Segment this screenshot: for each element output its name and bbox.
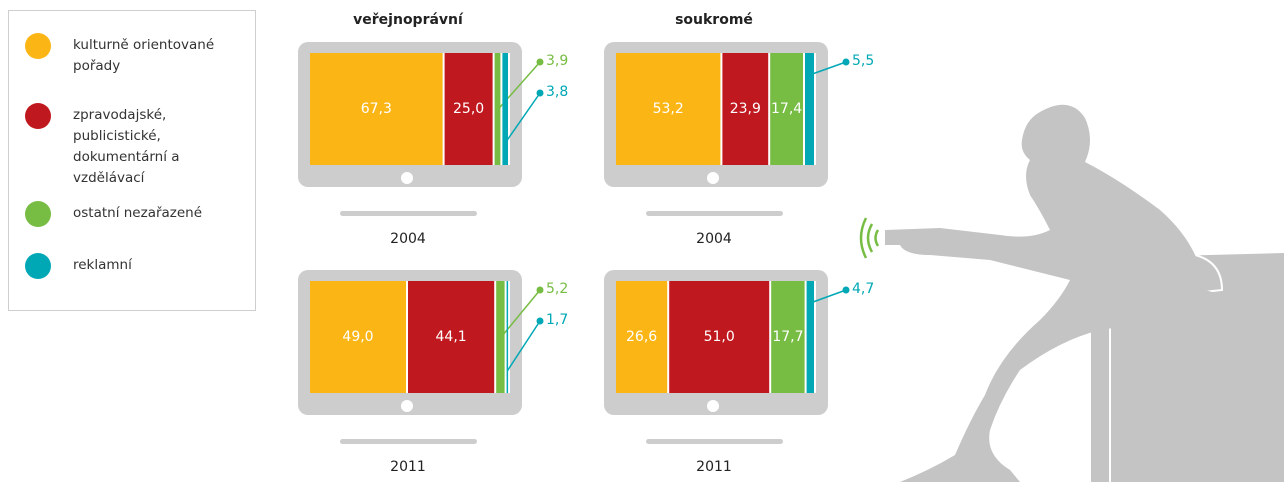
- value-label: 53,2: [653, 101, 684, 117]
- year-label: 2011: [696, 459, 732, 475]
- leader-dot: [842, 58, 850, 66]
- legend: kulturně orientované pořady zpravodajské,…: [8, 10, 256, 311]
- leader-dot: [536, 286, 544, 294]
- leader-dot: [536, 89, 544, 97]
- bar-segment: [310, 281, 406, 393]
- leader-line: [506, 320, 541, 372]
- legend-swatch: [25, 33, 51, 59]
- bar-segment: [771, 281, 805, 393]
- legend-item: zpravodajské, publicistické, dokumentárn…: [25, 103, 250, 189]
- tv-knob: [401, 172, 413, 184]
- bar-segment: [502, 53, 508, 165]
- value-label: 5,2: [546, 281, 568, 297]
- tv-stand: [646, 439, 783, 444]
- value-label: 3,8: [546, 84, 568, 100]
- bar-segment: [722, 53, 769, 165]
- bar-segment: [805, 53, 814, 165]
- value-label: 3,9: [546, 53, 568, 69]
- value-label: 49,0: [342, 329, 373, 345]
- tv-stand: [340, 211, 477, 216]
- leader-dot: [536, 317, 544, 325]
- value-label: 17,4: [771, 101, 802, 117]
- leader-dot: [536, 58, 544, 66]
- legend-label: zpravodajské, publicistické, dokumentárn…: [73, 107, 180, 186]
- legend-label: reklamní: [73, 257, 132, 273]
- leader-dot: [842, 286, 850, 294]
- value-label: 26,6: [626, 329, 657, 345]
- value-label: 51,0: [704, 329, 735, 345]
- year-label: 2011: [390, 459, 426, 475]
- leader-line: [504, 92, 541, 144]
- value-label: 23,9: [730, 101, 761, 117]
- column-title: veřejnoprávní: [353, 12, 464, 28]
- bar-segment: [444, 53, 493, 165]
- legend-item: reklamní: [25, 253, 250, 279]
- legend-swatch: [25, 103, 51, 129]
- bar-segment: [669, 281, 770, 393]
- year-label: 2004: [390, 231, 426, 247]
- value-label: 4,7: [852, 281, 874, 297]
- legend-item: ostatní nezařazené: [25, 201, 250, 227]
- legend-item: kulturně orientované pořady: [25, 33, 250, 77]
- bar-segment: [310, 53, 443, 165]
- bar-segment: [770, 53, 803, 165]
- bar-segment: [806, 281, 814, 393]
- tv-knob: [707, 400, 719, 412]
- value-label: 25,0: [453, 101, 484, 117]
- tv-stand: [340, 439, 477, 444]
- legend-swatch: [25, 253, 51, 279]
- legend-label: kulturně orientované pořady: [73, 37, 215, 74]
- leader-line: [809, 61, 847, 76]
- value-label: 5,5: [852, 53, 874, 69]
- value-label: 17,7: [772, 329, 803, 345]
- tv-knob: [401, 400, 413, 412]
- tv-knob: [707, 172, 719, 184]
- value-label: 67,3: [361, 101, 392, 117]
- bar-segment: [616, 53, 721, 165]
- tv-stand: [646, 211, 783, 216]
- legend-label: ostatní nezařazené: [73, 205, 203, 221]
- bar-segment: [616, 281, 668, 393]
- bar-segment: [506, 281, 509, 393]
- legend-swatch: [25, 201, 51, 227]
- value-label: 44,1: [436, 329, 467, 345]
- bar-segment: [408, 281, 495, 393]
- year-label: 2004: [696, 231, 732, 247]
- person-illustration: [859, 104, 1284, 482]
- leader-line: [810, 289, 847, 304]
- value-label: 1,7: [546, 312, 568, 328]
- column-title: soukromé: [675, 12, 753, 28]
